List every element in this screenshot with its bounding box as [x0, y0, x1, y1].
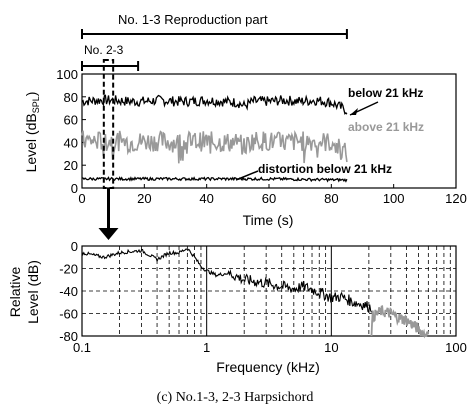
bottom-grid: [82, 245, 456, 337]
time-level-chart: No. 1-3 Reproduction part No. 2-3 0 20 40 6…: [23, 12, 467, 240]
top-x-tick-label: 20: [137, 191, 151, 206]
bottom-y-axis-label-line2: Level (dB): [25, 260, 41, 324]
bottom-x-tick-label: 1: [203, 340, 210, 355]
legend-above-21khz: above 21 kHz: [348, 120, 424, 134]
figure-caption: (c) No.1-3, 2-3 Harpsichord: [157, 390, 314, 405]
bottom-x-tick-label: 10: [324, 340, 338, 355]
top-x-tick-label: 40: [199, 191, 213, 206]
top-y-axis-label-sub: SPL: [31, 96, 41, 113]
range-marker-label-no2-3: No. 2-3: [84, 43, 124, 57]
legend-arrow-below-head: [350, 108, 358, 115]
top-series-2: [81, 176, 348, 183]
bottom-y-tick-label: -60: [59, 307, 78, 322]
top-x-tick-label: 120: [445, 191, 467, 206]
top-x-tick-label: 60: [262, 191, 276, 206]
top-series-1: [81, 129, 348, 164]
bottom-y-tick-label: -80: [59, 329, 78, 344]
bottom-plot-area: [81, 245, 457, 337]
range-marker-label-no1-3: No. 1-3 Reproduction part: [118, 12, 268, 27]
legend-distortion: distortion below 21 kHz: [258, 162, 392, 176]
top-x-tick-label: 100: [383, 191, 405, 206]
bottom-x-axis-label: Frequency (kHz): [216, 359, 319, 375]
legend-arrow-distortion: [235, 170, 259, 181]
top-x-axis-label: Time (s): [243, 212, 294, 228]
top-y-axis-label-close: ): [23, 92, 39, 97]
top-y-tick-label: 40: [64, 135, 78, 150]
zoom-window: [98, 59, 119, 240]
top-y-tick-label: 0: [71, 181, 78, 196]
top-y-axis-label: Level (dBSPL): [23, 92, 41, 173]
bottom-y-tick-label: -40: [59, 284, 78, 299]
bottom-x-tick-label: 100: [445, 340, 467, 355]
spectrum-chart: 0.1 1 10 100 0 -20 -40 -60 -80 Frequency (kHz) R…: [7, 239, 467, 375]
legend-below-21khz: below 21 kHz: [348, 86, 423, 100]
bottom-series-0: [81, 248, 373, 314]
range-markers: [81, 29, 348, 71]
top-series-lines: [81, 94, 348, 183]
bottom-series-1: [370, 305, 430, 339]
zoom-arrow-head: [98, 228, 119, 240]
bottom-series-lines: [81, 248, 430, 339]
top-axis-ticks: 0 20 40 60 80 100 120 0 20 40 60 80 100: [56, 67, 467, 206]
bottom-x-tick-label: 0.1: [73, 340, 91, 355]
top-series-0: [81, 94, 348, 115]
top-x-tick-label: 0: [78, 191, 85, 206]
zoom-window-rect: [102, 59, 115, 189]
bottom-y-tick-label: 0: [71, 239, 78, 254]
top-y-tick-label: 100: [56, 67, 78, 82]
bottom-axis-ticks: 0.1 1 10 100 0 -20 -40 -60 -80: [59, 239, 467, 355]
top-y-tick-label: 20: [64, 158, 78, 173]
top-x-tick-label: 80: [324, 191, 338, 206]
bottom-y-tick-label: -20: [59, 262, 78, 277]
top-y-tick-label: 80: [64, 90, 78, 105]
top-y-axis-label-main: Level (dB: [23, 113, 39, 172]
bottom-y-axis-label-line1: Relative: [7, 267, 23, 318]
top-y-tick-label: 60: [64, 113, 78, 128]
